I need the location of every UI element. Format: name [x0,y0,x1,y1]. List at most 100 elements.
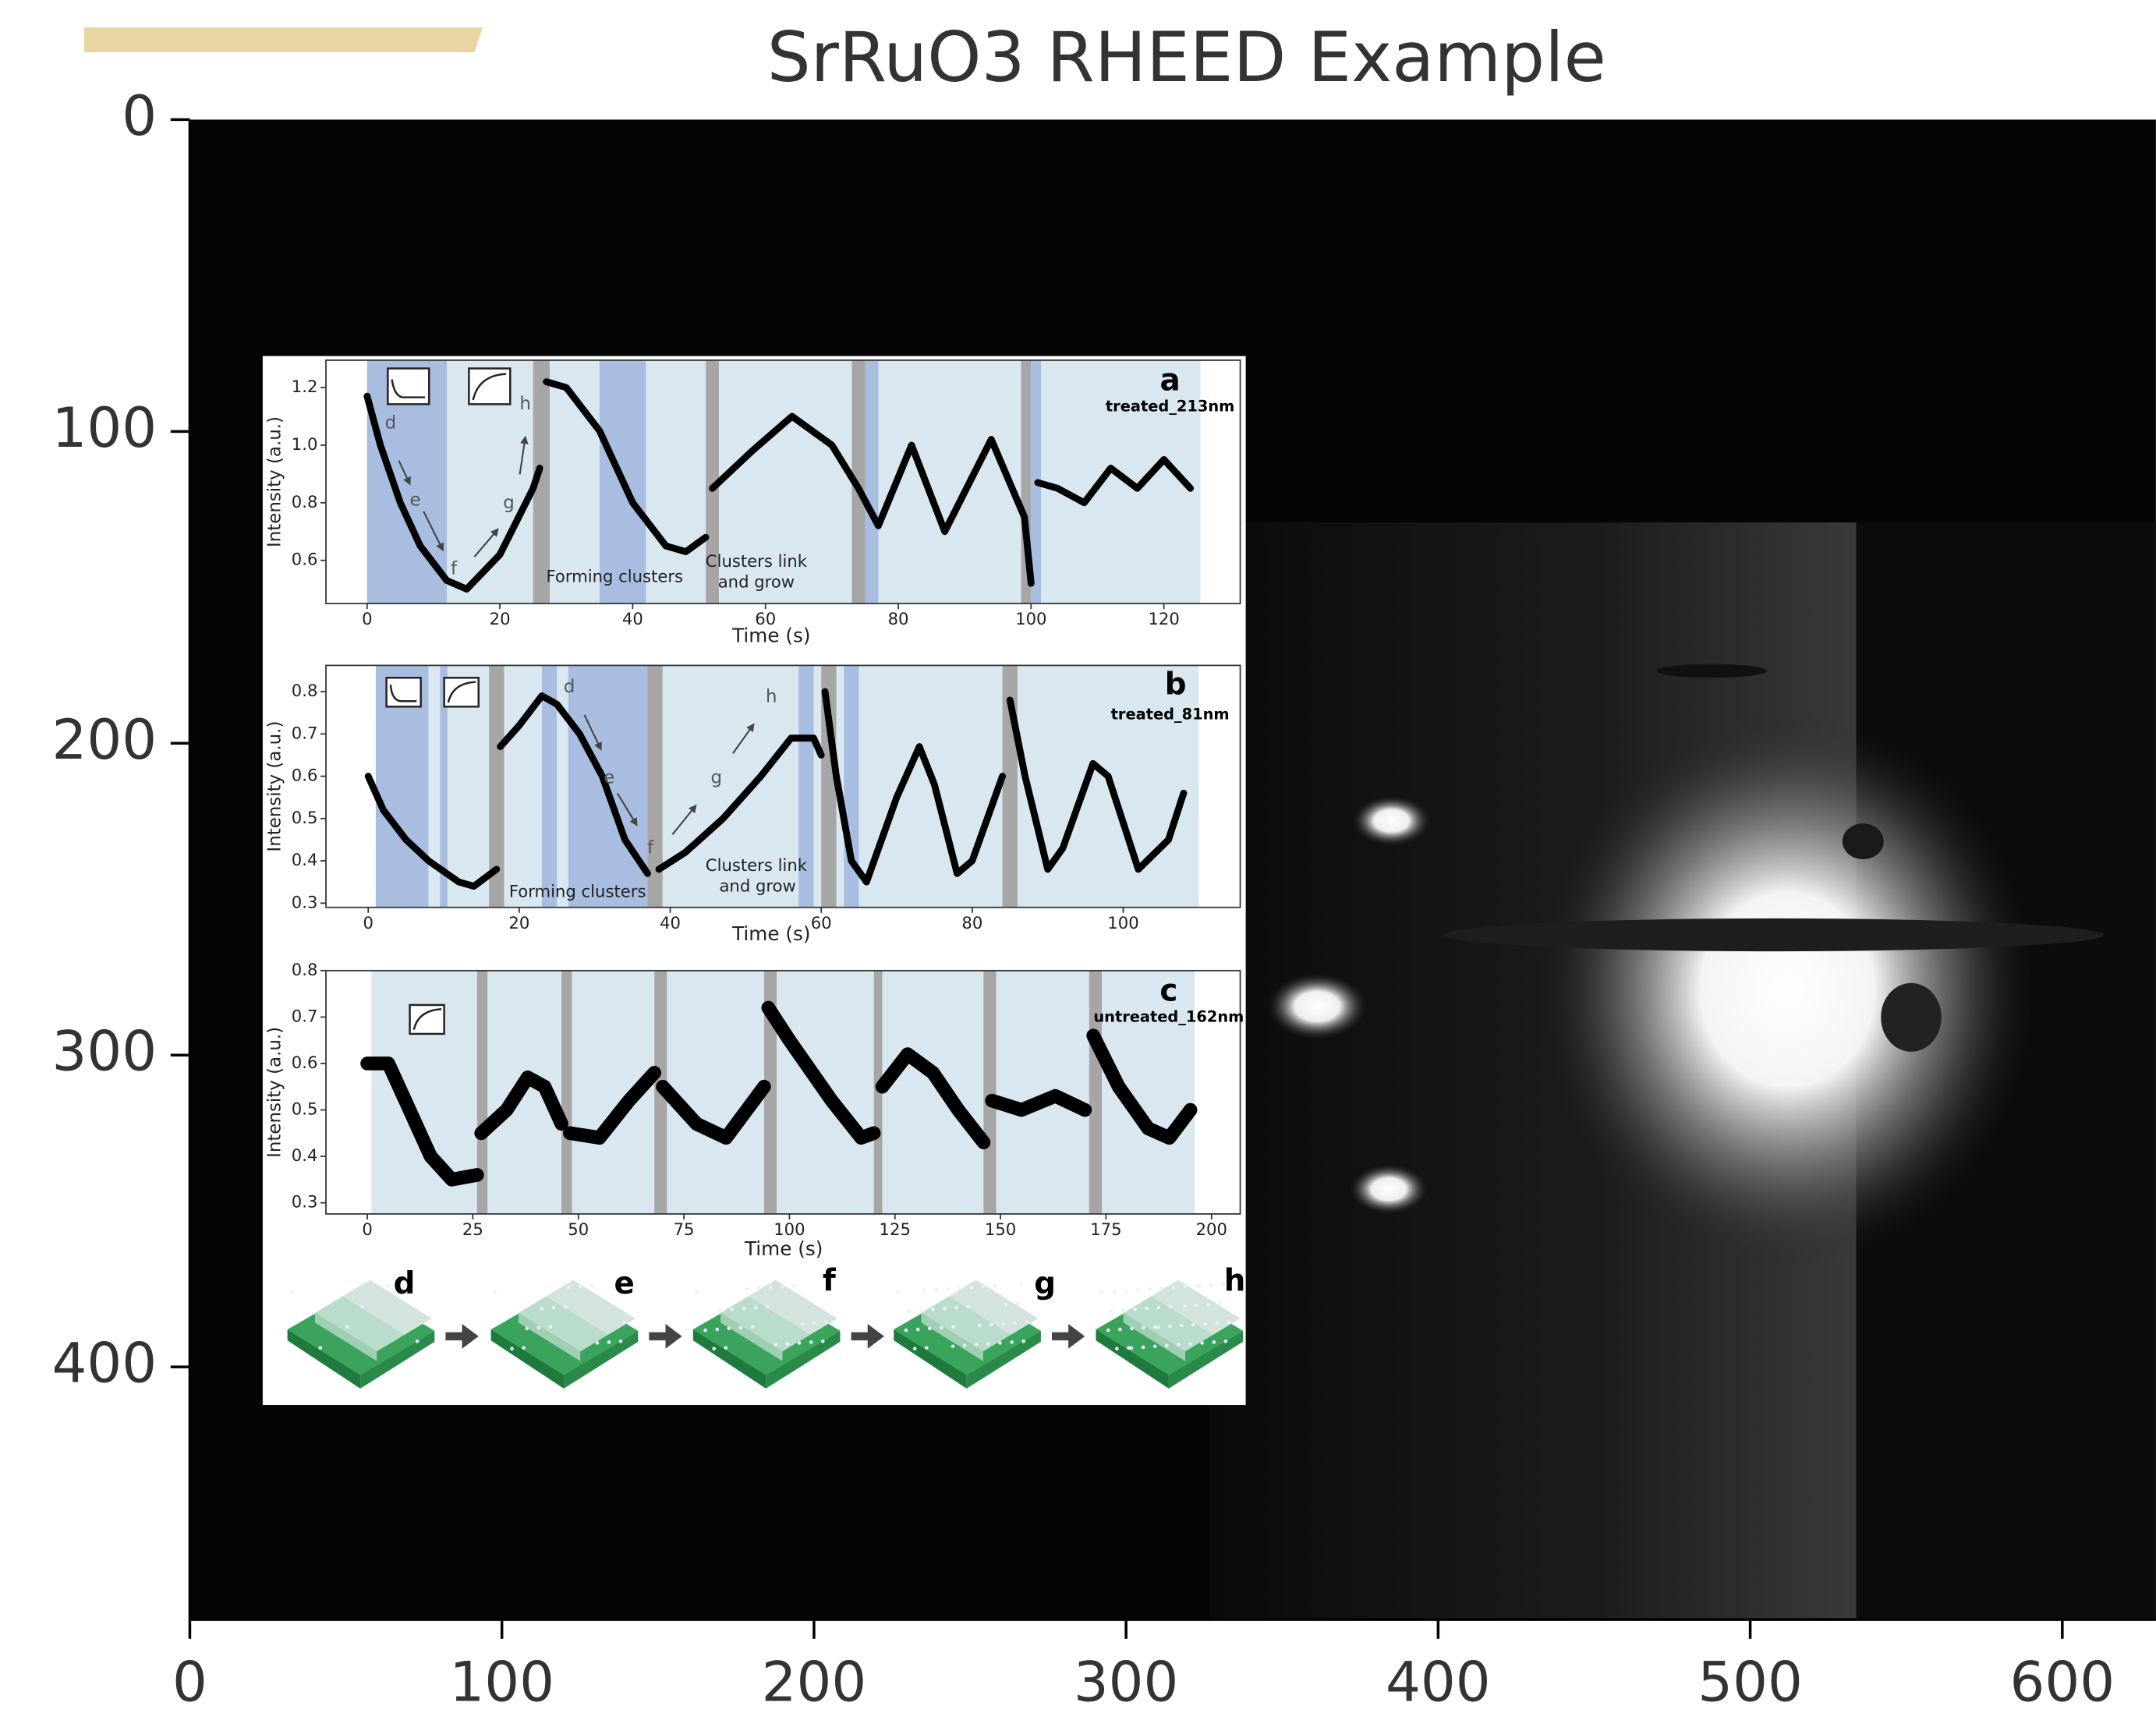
adatom [1195,1303,1198,1308]
adatom [785,1342,790,1346]
shaded-span [476,970,488,1214]
adatom [522,1346,526,1350]
panel-subtitle: untreated_162nm [1093,1007,1244,1025]
adatom [943,1306,947,1311]
adatom [1223,1339,1228,1343]
adatom [1159,1287,1164,1290]
terrace [1123,1312,1186,1361]
schematic: d e f g h [287,1264,1245,1389]
y-tick-label: 0.6 [292,1053,318,1072]
adatom [718,1308,723,1312]
adatom [800,1322,805,1326]
block-side [766,1330,841,1389]
y-axis-label: Intensity (a.u.) [264,416,285,547]
adatom [1130,1326,1134,1331]
adatom [1148,1287,1152,1291]
annotation: f [451,558,458,579]
terrace [1150,1279,1241,1336]
decor-bar [83,27,483,53]
panel-subtitle: treated_81nm [1111,705,1230,723]
shaded-span [859,665,1003,908]
x-tick-label: 150 [985,1219,1016,1239]
adatom [904,1328,908,1333]
adatom [940,1325,943,1330]
y-tick-label: 0.7 [292,723,318,742]
adatom [1152,1344,1157,1349]
adatom [578,1284,582,1289]
shaded-span [428,665,441,908]
adatom [915,1327,920,1332]
panel-label: c [1159,974,1177,1009]
y-tick-label: 0.6 [292,550,318,569]
adatom [1227,1320,1231,1324]
adatom [896,1290,900,1294]
adatom [954,1305,958,1310]
x-tick-label: 75 [674,1219,695,1239]
panel-label: a [1160,363,1181,398]
adatom [1127,1346,1131,1350]
x-tick-label: 80 [888,609,909,628]
x-tick-label: 50 [568,1219,589,1239]
block-side [966,1330,1041,1389]
terrace [546,1279,635,1336]
adatom [742,1306,746,1311]
intensity-line [360,1000,1198,1187]
annotation: e [410,490,421,510]
adatom [812,1321,816,1325]
shaded-span [882,970,984,1214]
adatom [1153,1325,1158,1329]
adatom [989,1322,993,1327]
adatom [1183,1304,1187,1308]
y-tick-label: 0.8 [292,492,318,511]
adatom [548,1325,553,1329]
adatom [618,1339,623,1343]
x-tick-label: 500 [1698,1650,1803,1713]
adatom [1156,1325,1160,1329]
stage-arrow [649,1324,682,1349]
y-tick-label: 400 [52,1332,158,1396]
x-axis-label: Time (s) [744,1237,823,1260]
adatom [765,1304,770,1309]
shaded-span [1041,359,1201,604]
adatom [1025,1320,1029,1324]
intensity-line [363,378,1195,593]
adatom [753,1305,758,1310]
adatom [951,1344,955,1349]
y-tick-label: 0.8 [292,681,318,700]
y-axis-label: Intensity (a.u.) [264,721,285,852]
adatom [966,1304,970,1309]
x-tick-label: 20 [508,913,529,933]
adatom [792,1283,796,1288]
terrace [518,1296,608,1352]
adatom [1133,1307,1137,1311]
terrace [314,1312,377,1361]
axes-frame [325,664,1241,908]
block-side [1096,1329,1169,1389]
adatom [986,1342,990,1346]
x-tick-label: 25 [462,1219,483,1239]
annotation: h [766,686,777,706]
y-tick-label: 0.5 [292,808,318,827]
x-tick-label: 0 [172,1650,207,1713]
adatom [1168,1324,1172,1329]
x-tick-label: 100 [1015,609,1046,628]
shaded-span [489,665,504,908]
terrace [921,1296,1011,1352]
x-tick-label: 100 [449,1650,554,1713]
intensity-line [364,688,1188,890]
x-tick-label: 0 [363,913,373,933]
y-tick-label: 100 [52,396,158,460]
block-side [692,1329,766,1389]
adatom [809,1340,813,1344]
adatom [712,1347,717,1351]
y-axis-label: Intensity (a.u.) [264,1027,285,1158]
adatom [1121,1308,1125,1312]
panel-subtitle: treated_213nm [1106,397,1234,415]
shaded-span [983,970,997,1214]
adatom [1098,1290,1103,1294]
adatom [820,1339,825,1343]
block-side [490,1329,565,1389]
adatom [977,1323,982,1328]
stage-arrow [445,1324,479,1349]
